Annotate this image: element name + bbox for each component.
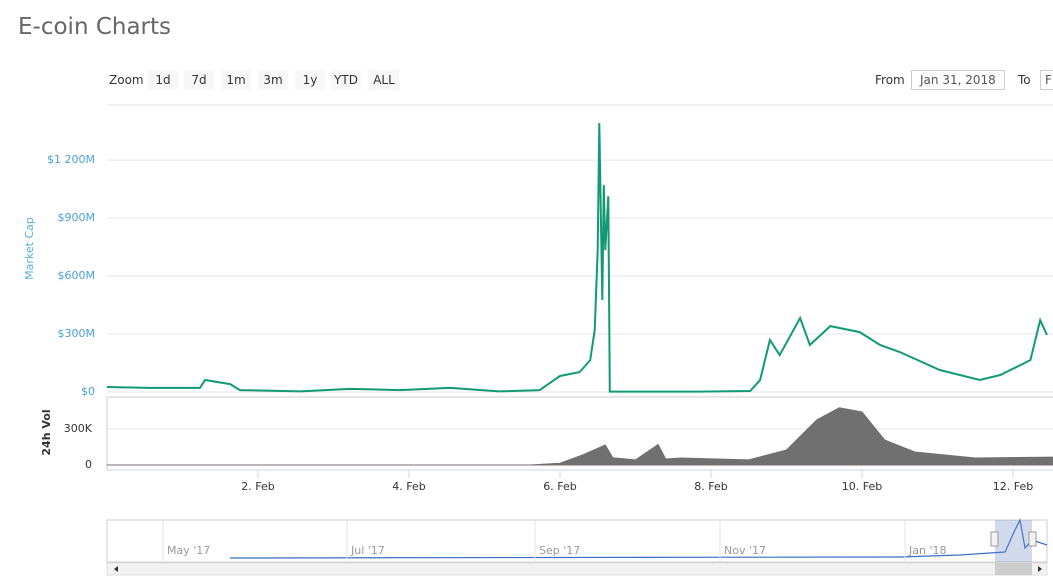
y-tick-label: $0: [81, 385, 95, 398]
from-input[interactable]: Jan 31, 2018: [911, 70, 1005, 90]
x-tick-label: 12. Feb: [993, 480, 1033, 493]
y-axis-title: Market Cap: [23, 217, 36, 280]
y-tick-label: 0: [85, 458, 92, 471]
x-tick-label: 2. Feb: [241, 480, 274, 493]
x-tick-label: 8. Feb: [694, 480, 727, 493]
scroll-right[interactable]: [1038, 566, 1042, 572]
market-cap-line: [106, 123, 1048, 393]
y-axis-title: 24h Vol: [40, 409, 53, 455]
y-tick-label: $300M: [58, 327, 96, 340]
navigator-label: Nov '17: [724, 544, 766, 557]
y-tick-label: $1 200M: [47, 153, 95, 166]
page-title: E-coin Charts: [18, 14, 172, 40]
zoom-label: Zoom: [109, 73, 144, 87]
y-tick-label: 300K: [64, 422, 93, 435]
y-tick-label: $900M: [58, 211, 96, 224]
zoom-button[interactable]: 1m: [221, 70, 251, 90]
zoom-button[interactable]: 1y: [295, 70, 325, 90]
from-label: From: [875, 73, 905, 87]
to-input[interactable]: F: [1040, 70, 1053, 90]
scrollbar[interactable]: [106, 562, 1048, 576]
y-tick-label: $600M: [58, 269, 96, 282]
zoom-button[interactable]: 1d: [148, 70, 178, 90]
navigator-label: Jul '17: [350, 544, 385, 557]
navigator: [106, 519, 1048, 563]
navigator-handle[interactable]: [1028, 531, 1037, 547]
navigator-label: Sep '17: [539, 544, 580, 557]
x-tick-label: 4. Feb: [392, 480, 425, 493]
scroll-left[interactable]: [114, 566, 118, 572]
navigator-label: May '17: [167, 544, 210, 557]
zoom-button[interactable]: ALL: [369, 70, 399, 90]
zoom-button[interactable]: 3m: [258, 70, 288, 90]
zoom-button[interactable]: 7d: [184, 70, 214, 90]
x-tick-label: 6. Feb: [543, 480, 576, 493]
zoom-button[interactable]: YTD: [331, 70, 361, 90]
navigator-label: Jan '18: [908, 544, 946, 557]
navigator-selection[interactable]: [995, 520, 1032, 562]
to-label: To: [1018, 73, 1031, 87]
navigator-handle[interactable]: [990, 531, 999, 547]
x-tick-label: 10. Feb: [842, 480, 882, 493]
scrollbar-thumb[interactable]: [995, 563, 1032, 575]
volume-area: [107, 407, 1053, 466]
